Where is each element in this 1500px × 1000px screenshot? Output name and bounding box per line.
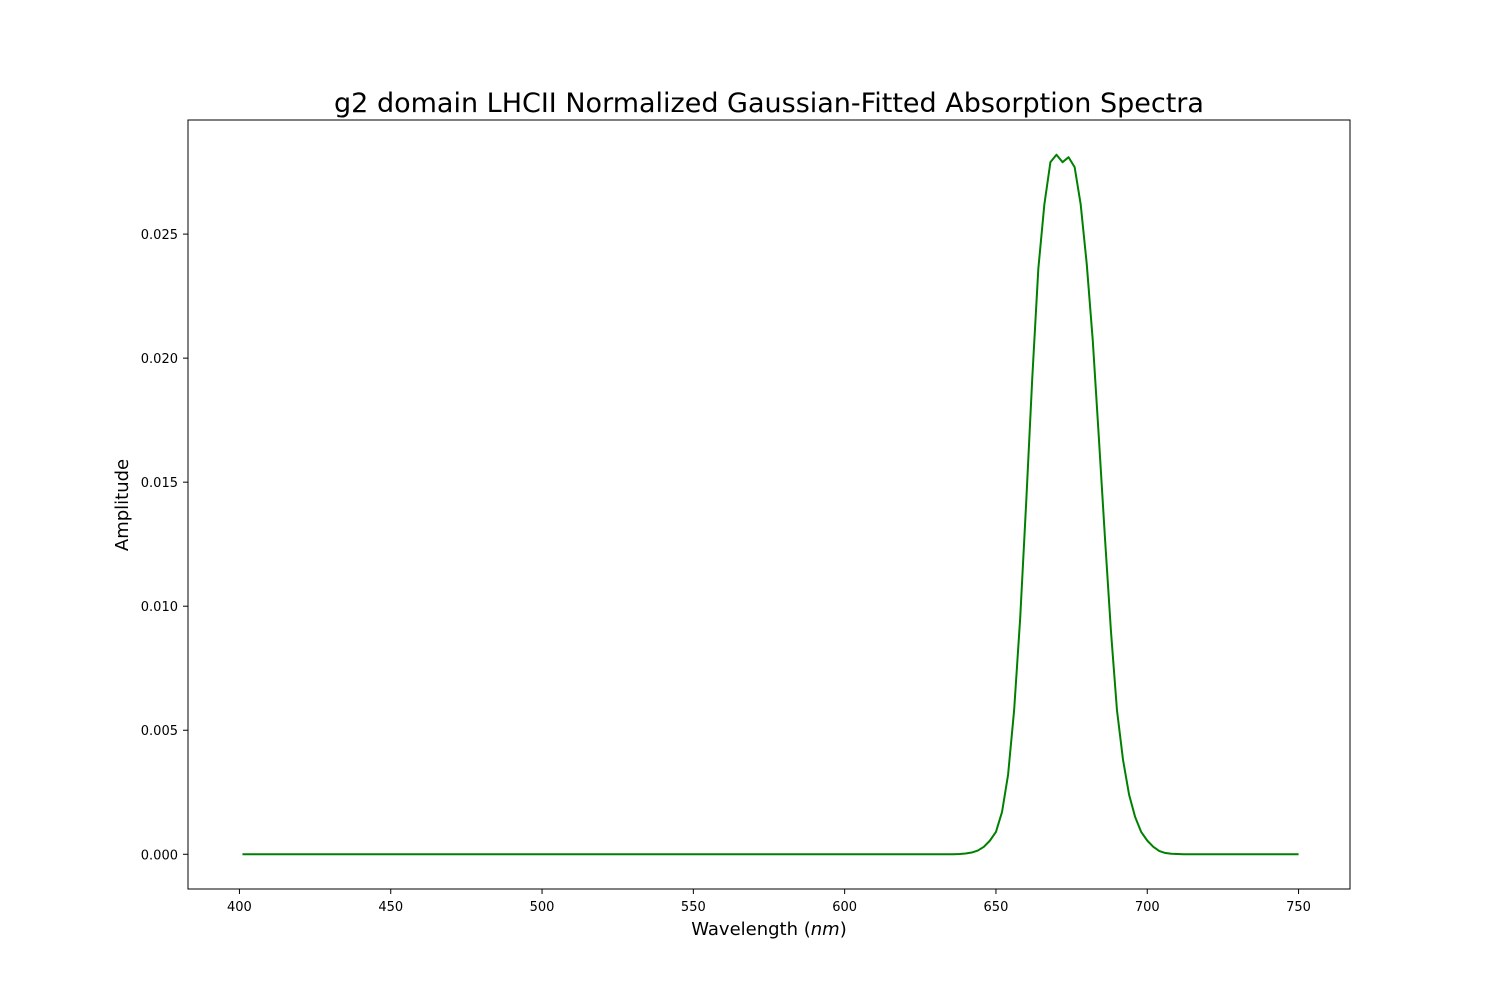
y-tick-label: 0.020 — [141, 352, 178, 367]
x-tick-label: 450 — [378, 900, 403, 915]
y-tick-label: 0.015 — [141, 476, 178, 491]
x-axis-label-close: ) — [840, 919, 847, 940]
x-axis-label-unit: nm — [811, 919, 840, 940]
y-tick-label: 0.025 — [141, 228, 178, 243]
x-tick-label: 600 — [832, 900, 857, 915]
plot-frame — [187, 119, 1351, 890]
x-tick-label: 550 — [681, 900, 706, 915]
y-axis: 0.000 0.005 0.010 0.015 0.020 0.025 — [141, 228, 188, 863]
y-tick-label: 0.005 — [141, 724, 178, 739]
y-axis-label: Amplitude — [112, 459, 133, 551]
x-tick-label: 700 — [1135, 900, 1160, 915]
x-axis: 400 450 500 550 600 650 700 750 — [227, 889, 1311, 915]
series-line — [242, 153, 1299, 856]
x-tick-label: 750 — [1286, 900, 1311, 915]
chart-title: g2 domain LHCII Normalized Gaussian-Fitt… — [334, 88, 1204, 119]
y-tick-label: 0.000 — [141, 848, 178, 863]
x-tick-label: 650 — [984, 900, 1009, 915]
x-tick-label: 500 — [530, 900, 555, 915]
x-axis-label-text: Wavelength ( — [691, 919, 811, 940]
x-tick-label: 400 — [227, 900, 252, 915]
y-tick-label: 0.010 — [141, 600, 178, 615]
x-axis-label: Wavelength (nm) — [691, 919, 847, 940]
